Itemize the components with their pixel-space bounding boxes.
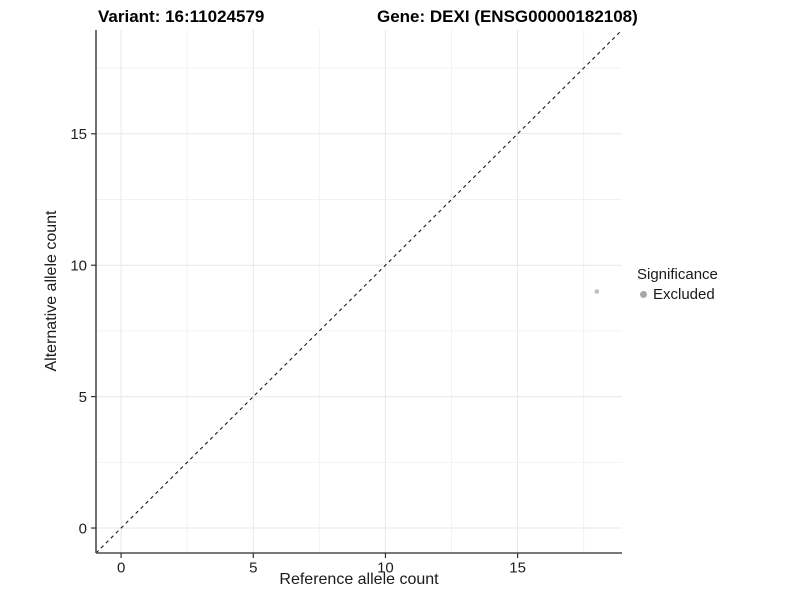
x-tick-label: 5 <box>249 559 257 576</box>
x-tick-label: 10 <box>377 559 394 576</box>
y-tick-label: 0 <box>79 520 87 537</box>
y-tick-label: 10 <box>70 257 87 274</box>
legend-point-icon <box>640 291 647 298</box>
x-tick-label: 15 <box>509 559 526 576</box>
data-point <box>594 289 600 294</box>
legend: Significance Excluded <box>637 266 718 303</box>
x-tick-label: 0 <box>117 559 125 576</box>
gene-title: Gene: DEXI (ENSG00000182108) <box>377 7 638 26</box>
legend-item-label: Excluded <box>653 286 715 303</box>
y-tick-label: 5 <box>79 389 87 406</box>
legend-item-excluded: Excluded <box>637 286 718 303</box>
legend-title: Significance <box>637 266 718 283</box>
x-axis-label: Reference allele count <box>279 571 439 588</box>
variant-title: Variant: 16:11024579 <box>98 7 265 26</box>
y-tick-label: 15 <box>70 126 87 143</box>
identity-dashed-line <box>95 29 623 554</box>
y-axis-label: Alternative allele count <box>43 210 60 372</box>
